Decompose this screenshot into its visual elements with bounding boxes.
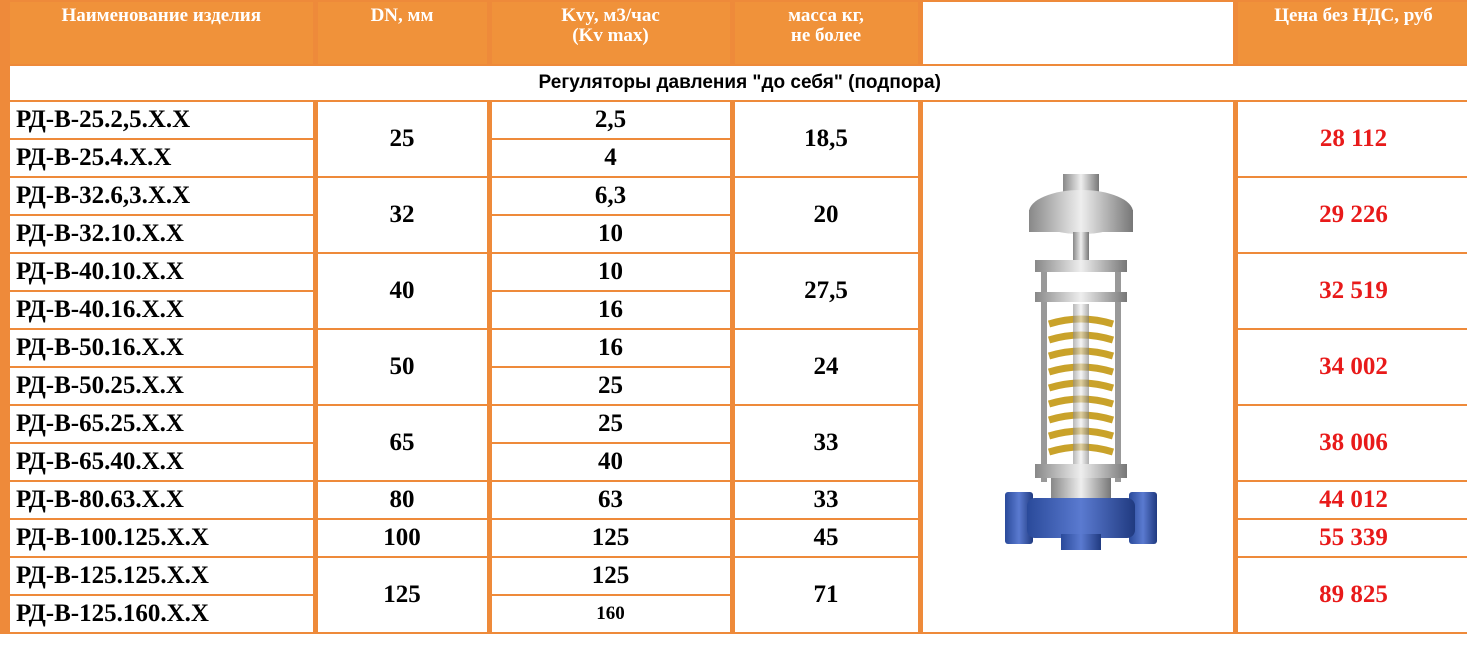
kv: 125 [486,518,735,558]
header-cell: Цена без НДС, руб [1232,0,1467,66]
table-body: Регуляторы давления "до себя" (подпора) Р… [0,64,1467,634]
price: 44 012 [1232,480,1467,520]
mass: 24 [729,328,923,406]
product-row: РД-В-32.10.Х.Х 10 [0,214,1467,254]
kv: 25 [486,366,735,406]
header-cell: Kvy, м3/час (Kv max) [486,0,735,66]
price: 89 825 [1232,556,1467,634]
product-row: РД-В-40.10.Х.Х 40 10 27,5 32 519 [0,252,1467,330]
product-row: РД-В-32.6,3.Х.Х 32 6,3 20 29 226 [0,176,1467,254]
mass: 45 [729,518,923,558]
kv: 16 [486,328,735,368]
product-name: РД-В-80.63.Х.Х [0,480,318,520]
mass: 18,5 [729,100,923,178]
kv: 16 [486,290,735,330]
header-cell [917,0,1238,66]
product-name: РД-В-65.40.Х.Х [0,442,318,482]
product-name: РД-В-125.160.Х.Х [0,594,318,634]
price: 34 002 [1232,328,1467,406]
price: 29 226 [1232,176,1467,254]
kv: 10 [486,252,735,292]
product-row: РД-В-125.160.Х.Х 160 [0,594,1467,634]
kv: 6,3 [486,176,735,216]
section-title: Регуляторы давления "до себя" (подпора) [0,64,1467,102]
kv: 160 [486,594,735,634]
product-name: РД-В-32.6,3.Х.Х [0,176,318,216]
product-name: РД-В-32.10.Х.Х [0,214,318,254]
dn: 32 [312,176,492,254]
product-name: РД-В-25.2,5.Х.Х [0,100,318,140]
product-name: РД-В-40.10.Х.Х [0,252,318,292]
dn: 40 [312,252,492,330]
header-cell: масса кг, не более [729,0,923,66]
product-row: РД-В-65.25.Х.Х 65 25 33 38 006 [0,404,1467,482]
dn: 65 [312,404,492,482]
mass: 71 [729,556,923,634]
valve-image [1004,173,1157,550]
dn: 125 [312,556,492,634]
header-row: Наименование изделия DN, мм Kvy, м3/час (K… [0,0,1467,66]
header-cell: Наименование изделия [0,0,318,66]
price-table: Наименование изделия DN, мм Kvy, м3/час (K… [0,0,1467,634]
product-row: РД-В-25.2,5.Х.Х 25 2,5 18,5 28 112 [0,100,1467,634]
kv: 40 [486,442,735,482]
section-row: Регуляторы давления "до себя" (подпора) [0,64,1467,102]
product-name: РД-В-100.125.Х.Х [0,518,318,558]
product-row: РД-В-100.125.Х.Х 100 125 45 55 339 [0,518,1467,558]
product-name: РД-В-65.25.Х.Х [0,404,318,444]
mass: 33 [729,480,923,520]
kv: 25 [486,404,735,444]
price: 38 006 [1232,404,1467,482]
mass: 27,5 [729,252,923,330]
product-row: РД-В-125.125.Х.Х 125 125 71 89 825 [0,556,1467,634]
kv: 4 [486,138,735,178]
kv: 2,5 [486,100,735,140]
kv: 63 [486,480,735,520]
product-row: РД-В-65.40.Х.Х 40 [0,442,1467,482]
dn: 25 [312,100,492,178]
product-row: РД-В-50.25.Х.Х 25 [0,366,1467,406]
image-cell [917,100,1238,634]
product-name: РД-В-50.25.Х.Х [0,366,318,406]
product-name: РД-В-40.16.Х.Х [0,290,318,330]
mass: 33 [729,404,923,482]
dn: 80 [312,480,492,520]
product-row: РД-В-40.16.Х.Х 16 [0,290,1467,330]
dn: 100 [312,518,492,558]
kv: 125 [486,556,735,596]
dn: 50 [312,328,492,406]
product-row: РД-В-25.4.Х.Х 4 [0,138,1467,178]
product-name: РД-В-25.4.Х.Х [0,138,318,178]
header-cell: DN, мм [312,0,492,66]
price: 28 112 [1232,100,1467,178]
price: 55 339 [1232,518,1467,558]
product-name: РД-В-50.16.Х.Х [0,328,318,368]
mass: 20 [729,176,923,254]
product-name: РД-В-125.125.Х.Х [0,556,318,596]
kv: 10 [486,214,735,254]
product-row: РД-В-80.63.Х.Х 80 63 33 44 012 [0,480,1467,520]
price: 32 519 [1232,252,1467,330]
product-row: РД-В-50.16.Х.Х 50 16 24 34 002 [0,328,1467,406]
